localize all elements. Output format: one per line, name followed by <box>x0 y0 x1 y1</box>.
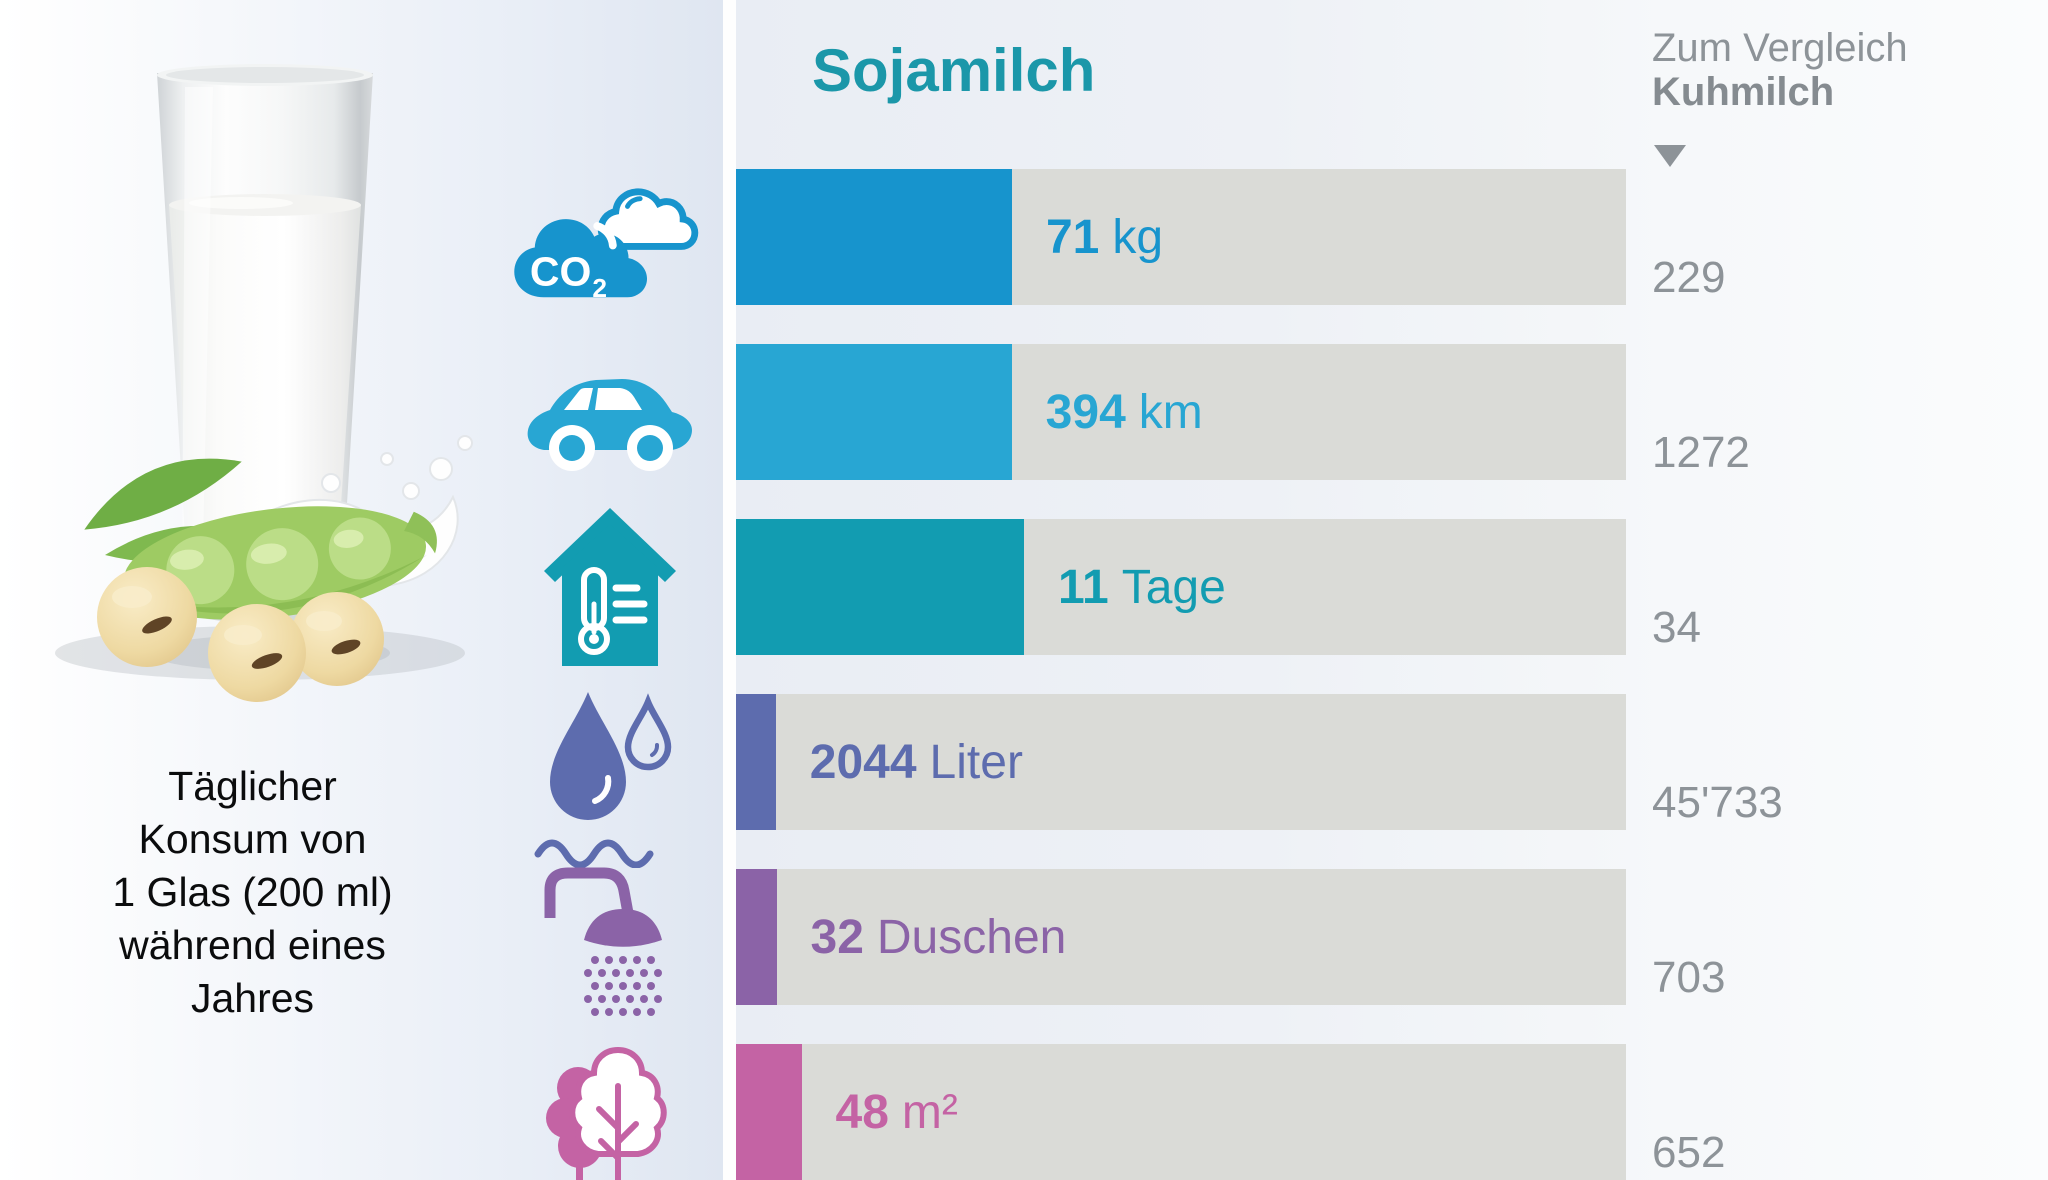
kuhmilch-value: 229 <box>1652 253 1726 302</box>
water-drop-icon <box>532 688 682 868</box>
soybeans <box>97 567 384 702</box>
kuhmilch-value: 1272 <box>1652 428 1750 477</box>
value-unit: m² <box>901 1085 958 1139</box>
comparison-header-line2: Kuhmilch <box>1652 70 1835 114</box>
caption-line: Jahres <box>190 975 315 1021</box>
left-panel: Täglicher Konsum von 1 Glas (200 ml) wäh… <box>0 0 723 1180</box>
impact-row-shower: 32 Duschen 703 <box>736 869 1725 1005</box>
chart-panel: Sojamilch Zum Vergleich Kuhmilch 71 kg 22… <box>736 0 2048 1180</box>
value-number: 48 <box>835 1085 889 1139</box>
bar-track <box>736 869 1626 1005</box>
caption-line: Täglicher <box>168 763 337 809</box>
kuhmilch-pointer-icon <box>1654 145 1686 167</box>
value-unit: Tage <box>1121 560 1226 614</box>
soy-milk-glass-illustration <box>55 64 473 702</box>
page-title: Sojamilch <box>812 37 1096 104</box>
bar-sojamilch <box>736 169 1012 305</box>
consumption-caption: Täglicher Konsum von 1 Glas (200 ml) wäh… <box>55 760 450 1025</box>
caption-line: während eines <box>119 922 386 968</box>
value-number: 71 <box>1045 210 1100 264</box>
bar-value-label: 11 Tage <box>1058 519 1226 655</box>
bar-sojamilch <box>736 694 776 830</box>
bar-value-label: 48 m² <box>836 1044 958 1180</box>
value-unit: Liter <box>929 735 1023 789</box>
value-unit: km <box>1138 385 1203 439</box>
house-thermometer-icon <box>540 508 680 666</box>
comparison-header: Zum Vergleich Kuhmilch <box>1652 26 1908 167</box>
svg-text:CO: CO <box>530 249 591 295</box>
caption-line: 1 Glas (200 ml) <box>112 869 393 915</box>
kuhmilch-value: 652 <box>1652 1128 1726 1177</box>
value-number: 32 <box>810 910 864 964</box>
shower-icon <box>538 860 686 1018</box>
comparison-header-line1: Zum Vergleich <box>1652 26 1908 70</box>
panel-divider <box>723 0 736 1180</box>
impact-row-land: 48 m² 652 <box>736 1044 1725 1180</box>
bar-sojamilch <box>736 519 1024 655</box>
value-unit: kg <box>1112 210 1164 264</box>
car-icon <box>524 366 696 478</box>
svg-text:2: 2 <box>592 273 607 303</box>
bar-track <box>736 1044 1626 1180</box>
soy-pod <box>84 458 437 620</box>
bar-sojamilch <box>736 344 1012 480</box>
impact-row-co2: 71 kg 229 <box>736 169 1725 305</box>
value-unit: Duschen <box>876 910 1067 964</box>
value-number: 11 <box>1057 560 1109 614</box>
impact-row-water: 2044 Liter 45'733 <box>736 694 1783 830</box>
bar-track <box>736 694 1626 830</box>
bar-value-label: 71 kg <box>1046 169 1163 305</box>
bar-value-label: 2044 Liter <box>810 694 1023 830</box>
kuhmilch-value: 45'733 <box>1652 778 1783 827</box>
co2-cloud-icon: CO 2 <box>512 184 702 306</box>
value-number: 394 <box>1045 385 1126 439</box>
caption-line: Konsum von <box>138 816 367 862</box>
bar-sojamilch <box>736 1044 802 1180</box>
impact-row-car: 394 km 1272 <box>736 344 1750 480</box>
value-number: 2044 <box>809 735 917 789</box>
bar-value-label: 32 Duschen <box>811 869 1067 1005</box>
trees-icon <box>536 1036 686 1180</box>
impact-row-heating: 11 Tage 34 <box>736 519 1701 655</box>
bar-value-label: 394 km <box>1046 344 1203 480</box>
kuhmilch-value: 34 <box>1652 603 1701 652</box>
bar-sojamilch <box>736 869 777 1005</box>
kuhmilch-value: 703 <box>1652 953 1726 1002</box>
